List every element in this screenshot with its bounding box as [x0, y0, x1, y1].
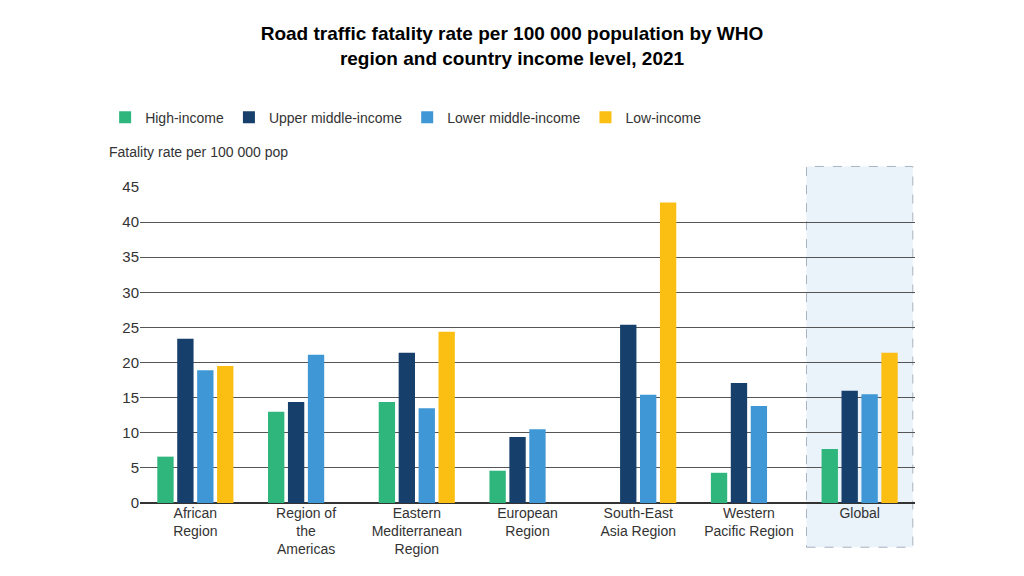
svg-text:40: 40	[122, 213, 139, 230]
svg-text:EuropeanRegion: EuropeanRegion	[497, 505, 558, 539]
svg-text:30: 30	[122, 284, 139, 301]
svg-text:South-EastAsia Region: South-EastAsia Region	[600, 505, 676, 539]
svg-text:AfricanRegion: AfricanRegion	[173, 505, 217, 539]
svg-text:Region oftheAmericas: Region oftheAmericas	[276, 505, 336, 557]
svg-text:EasternMediterraneanRegion: EasternMediterraneanRegion	[372, 505, 462, 557]
svg-text:Global: Global	[839, 505, 879, 521]
svg-text:Fatality rate per 100 000 pop: Fatality rate per 100 000 pop	[109, 144, 288, 160]
svg-text:5: 5	[131, 459, 139, 476]
svg-text:20: 20	[122, 354, 139, 371]
svg-text:Lower middle-income: Lower middle-income	[447, 110, 580, 126]
svg-text:Upper middle-income: Upper middle-income	[269, 110, 402, 126]
svg-text:Road traffic fatality rate per: Road traffic fatality rate per 100 000 p…	[261, 23, 764, 69]
svg-text:10: 10	[122, 424, 139, 441]
svg-text:35: 35	[122, 248, 139, 265]
svg-text:WesternPacific Region: WesternPacific Region	[704, 505, 794, 539]
svg-text:0: 0	[131, 494, 139, 511]
svg-text:25: 25	[122, 319, 139, 336]
svg-text:15: 15	[122, 389, 139, 406]
svg-text:Low-income: Low-income	[625, 110, 701, 126]
svg-text:High-income: High-income	[145, 110, 224, 126]
svg-text:45: 45	[122, 178, 139, 195]
